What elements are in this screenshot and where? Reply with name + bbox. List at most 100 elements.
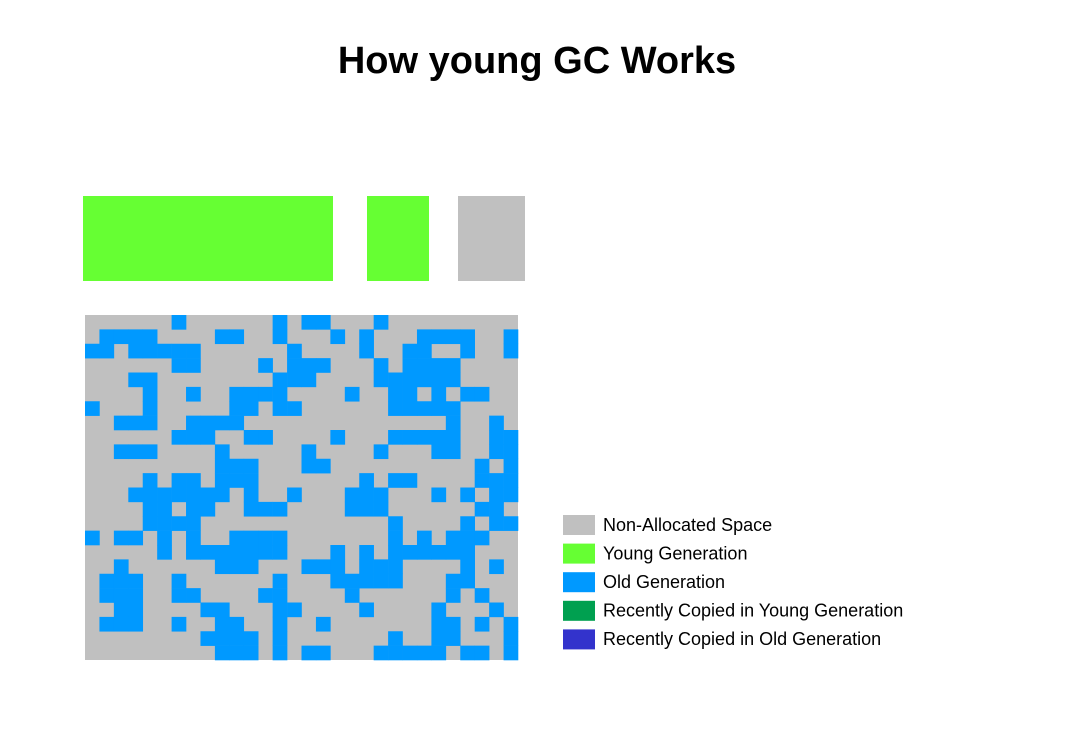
old-gen-cell: [128, 573, 144, 589]
eden-space: [83, 196, 333, 281]
old-gen-cell: [416, 358, 432, 373]
old-gen-cell: [229, 415, 245, 431]
old-gen-cell: [445, 631, 461, 646]
old-gen-cell: [214, 602, 230, 618]
old-gen-cell: [200, 430, 216, 445]
legend-label: Young Generation: [603, 543, 747, 563]
old-gen-cell: [373, 444, 389, 460]
old-gen-cell: [85, 530, 100, 546]
old-gen-cell: [402, 401, 418, 416]
old-gen-cell: [142, 415, 158, 431]
old-gen-cell: [171, 473, 187, 488]
old-gen-cell: [229, 616, 245, 632]
legend-label: Old Generation: [603, 572, 725, 592]
old-gen-cell: [258, 358, 273, 373]
legend-swatch: [563, 629, 595, 650]
old-gen-cell: [214, 631, 230, 646]
legend-label: Recently Copied in Young Generation: [603, 601, 903, 621]
old-gen-cell: [359, 343, 374, 359]
old-gen-cell: [388, 545, 403, 560]
old-gen-cell: [229, 458, 245, 474]
old-gen-cell: [229, 559, 245, 575]
old-gen-cell: [445, 415, 461, 431]
old-gen-cell: [272, 573, 288, 589]
old-gen-cell: [128, 329, 144, 345]
survivor-space-1: [458, 196, 525, 281]
old-gen-cell: [157, 501, 172, 517]
old-gen-cell: [128, 444, 144, 460]
old-gen-cell: [474, 473, 490, 488]
old-gen-cell: [489, 415, 504, 431]
old-gen-cell: [474, 501, 490, 517]
old-gen-cell: [200, 415, 216, 431]
old-gen-cell: [503, 329, 519, 345]
old-gen-cell: [344, 501, 360, 517]
old-gen-cell: [113, 559, 129, 575]
old-gen-cell: [214, 545, 230, 560]
old-gen-cell: [460, 530, 475, 546]
old-gen-cell: [85, 343, 100, 359]
old-gen-cell: [258, 530, 273, 546]
old-gen-cell: [214, 645, 230, 661]
old-gen-cell: [142, 501, 158, 517]
old-gen-cell: [503, 631, 519, 646]
old-gen-cell: [200, 631, 216, 646]
old-gen-cell: [330, 559, 346, 575]
old-gen-cell: [489, 559, 504, 575]
old-gen-cell: [416, 430, 432, 445]
old-gen-cell: [388, 530, 403, 546]
old-gen-cell: [460, 329, 475, 345]
old-gen-cell: [272, 315, 288, 330]
old-generation-grid: [85, 315, 519, 661]
old-gen-cell: [287, 602, 302, 618]
old-gen-cell: [200, 501, 216, 517]
old-gen-cell: [503, 343, 519, 359]
old-gen-cell: [474, 588, 490, 603]
old-gen-cell: [330, 329, 346, 345]
legend-swatch: [563, 600, 595, 621]
old-gen-cell: [388, 372, 403, 388]
old-gen-cell: [315, 559, 331, 575]
old-gen-cell: [85, 401, 100, 416]
old-gen-cell: [445, 358, 461, 373]
old-gen-cell: [489, 444, 504, 460]
old-gen-cell: [402, 386, 418, 402]
old-gen-cell: [388, 573, 403, 589]
old-gen-cell: [431, 645, 447, 661]
old-gen-cell: [186, 343, 201, 359]
old-gen-cell: [214, 559, 230, 575]
old-gen-cell: [171, 588, 187, 603]
old-gen-cell: [272, 501, 288, 517]
old-gen-cell: [460, 645, 475, 661]
old-gen-cell: [416, 401, 432, 416]
old-gen-cell: [431, 358, 447, 373]
old-gen-cell: [431, 430, 447, 445]
old-gen-cell: [229, 545, 245, 560]
old-gen-cell: [258, 545, 273, 560]
old-gen-cell: [229, 329, 245, 345]
old-gen-cell: [431, 386, 447, 402]
old-gen-cell: [330, 545, 346, 560]
old-gen-cell: [416, 343, 432, 359]
old-gen-cell: [113, 616, 129, 632]
old-gen-cell: [157, 545, 172, 560]
old-gen-cell: [287, 372, 302, 388]
old-gen-cell: [186, 501, 201, 517]
old-gen-cell: [474, 386, 490, 402]
old-gen-cell: [287, 343, 302, 359]
old-gen-cell: [229, 530, 245, 546]
old-gen-cell: [128, 372, 144, 388]
old-gen-cell: [474, 645, 490, 661]
old-gen-cell: [445, 372, 461, 388]
old-gen-cell: [388, 473, 403, 488]
old-gen-cell: [373, 559, 389, 575]
old-gen-cell: [402, 358, 418, 373]
old-gen-cell: [272, 588, 288, 603]
old-gen-cell: [128, 343, 144, 359]
old-gen-cell: [359, 487, 374, 503]
old-gen-cell: [214, 444, 230, 460]
old-gen-cell: [142, 473, 158, 488]
old-gen-cell: [503, 473, 519, 488]
old-gen-cell: [301, 645, 317, 661]
old-gen-cell: [186, 530, 201, 546]
